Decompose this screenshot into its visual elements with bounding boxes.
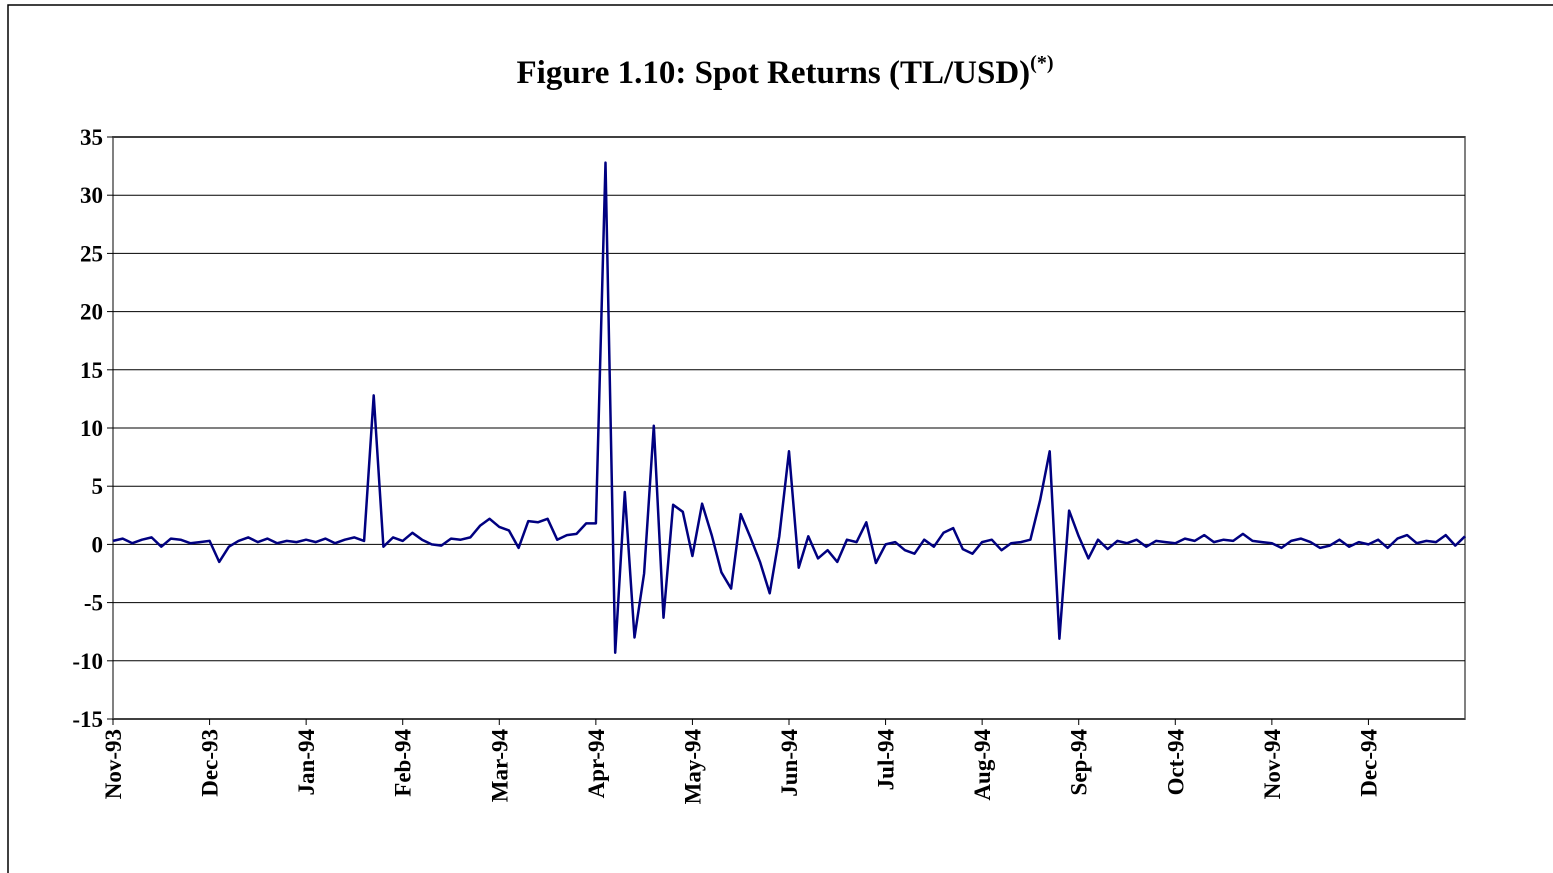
y-tick-label: 10 [80,416,103,441]
y-tick-label: 25 [80,241,103,266]
x-tick-label: Nov-93 [101,729,126,799]
y-tick-label: -10 [72,649,103,674]
x-tick-label: Dec-94 [1356,729,1381,797]
chart-frame [7,4,1553,873]
x-tick-label: Aug-94 [970,729,995,801]
y-tick-label: 15 [80,358,103,383]
x-tick-label: Dec-93 [198,729,223,797]
y-tick-label: 35 [80,125,103,150]
x-tick-label: Apr-94 [584,729,609,799]
y-tick-label: -5 [84,591,103,616]
y-tick-label: 0 [92,532,104,557]
x-tick-label: May-94 [680,729,705,805]
x-tick-label: Jun-94 [777,729,802,797]
data-line [112,161,1466,654]
title-note: (*) [1030,52,1053,74]
y-tick-label: 20 [80,300,103,325]
x-tick-label: Feb-94 [391,729,416,797]
x-tick-label: Nov-94 [1260,729,1285,800]
x-tick-label: Sep-94 [1067,729,1092,796]
x-tick-label: Jan-94 [294,729,319,796]
y-tick-label: 30 [80,183,103,208]
x-tick-label: Oct-94 [1163,729,1188,796]
title-main: Figure 1.10: Spot Returns (TL/USD) [517,55,1031,91]
x-tick-label: Jul-94 [874,729,899,791]
y-tick-label: -15 [72,707,103,732]
chart-title: Figure 1.10: Spot Returns (TL/USD)(*) [517,52,1054,91]
y-tick-label: 5 [92,474,104,499]
x-tick-label: Mar-94 [487,729,512,803]
